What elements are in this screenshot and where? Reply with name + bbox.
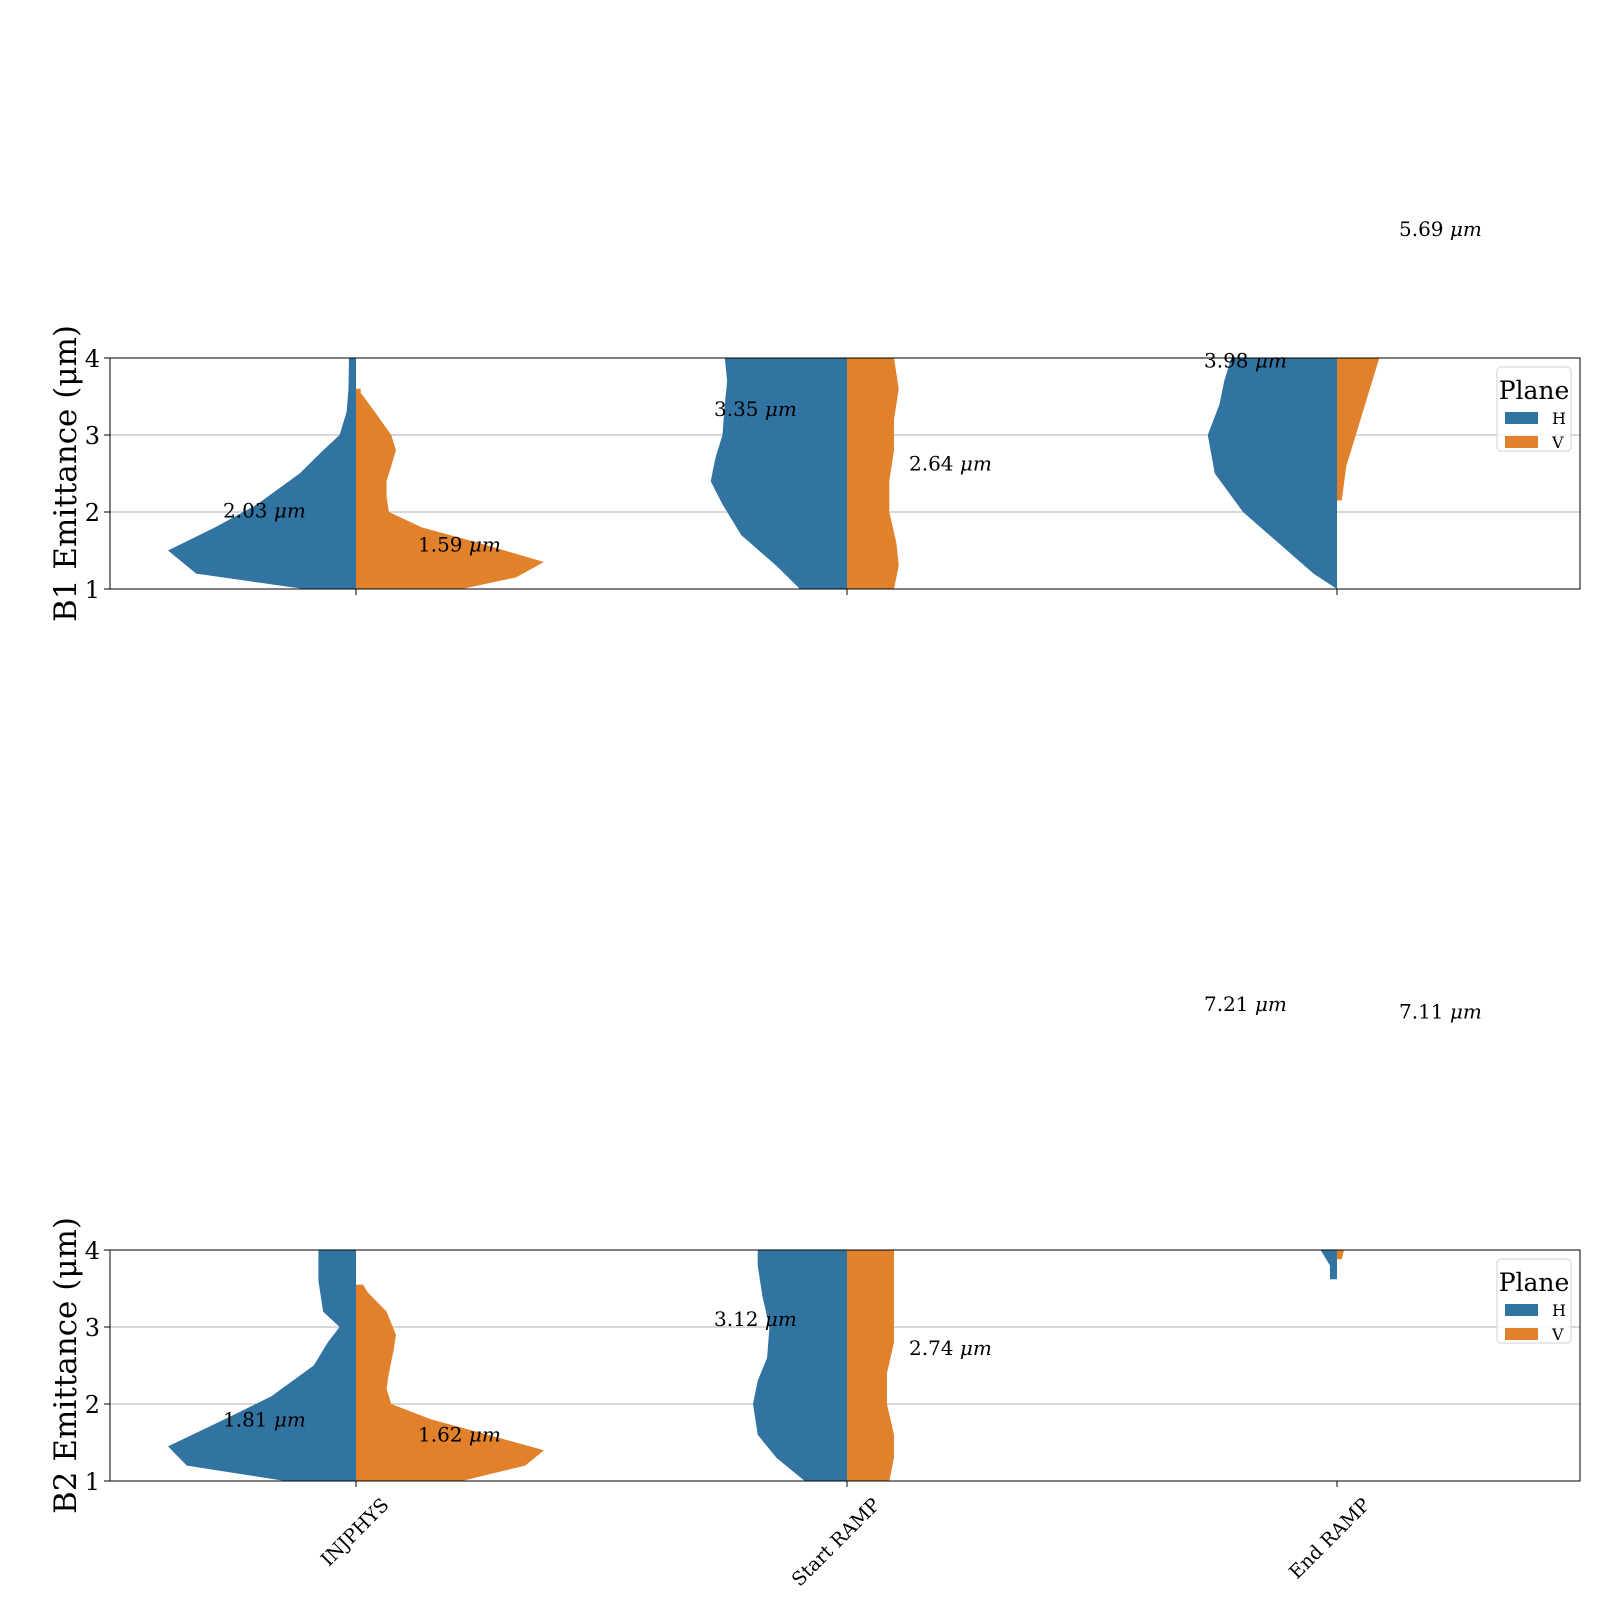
- y-tick-label: 4: [85, 345, 100, 373]
- violin-injphys-h: [168, 358, 356, 589]
- violin-end-ramp-h: [1207, 358, 1337, 589]
- violin-start-ramp-v: [847, 358, 899, 589]
- y-tick-label: 1: [85, 576, 100, 604]
- plot-frame: [109, 1249, 1581, 1482]
- legend-swatch-v: [1505, 1328, 1538, 1340]
- annotation-start-ramp-h: 3.12 μm: [714, 1307, 797, 1331]
- violin-end-ramp-v: [1337, 1250, 1345, 1260]
- legend-swatch-v: [1505, 436, 1538, 448]
- legend-label-h: H: [1552, 409, 1566, 428]
- violin-start-ramp-v: [847, 1250, 894, 1481]
- legend-swatch-h: [1505, 1304, 1538, 1316]
- legend: Plane HV: [1496, 366, 1572, 452]
- violin-injphys-v: [356, 1284, 544, 1481]
- legend-title: Plane: [1499, 376, 1570, 405]
- violin-start-ramp-h: [753, 1250, 847, 1481]
- violin-start-ramp-h: [710, 358, 847, 589]
- violin-injphys-h: [168, 1250, 356, 1481]
- annotation-end-ramp-h: 7.21 μm: [1204, 992, 1287, 1016]
- violins: [168, 358, 1380, 589]
- plot-frame: [109, 357, 1581, 590]
- x-tick-label-end-ramp: End RAMP: [1285, 1494, 1375, 1584]
- y-tick-label: 2: [85, 1391, 100, 1419]
- annotation-end-ramp-h: 3.98 μm: [1204, 349, 1287, 373]
- annotation-start-ramp-v: 2.74 μm: [909, 1336, 992, 1360]
- annotation-injphys-v: 1.62 μm: [418, 1422, 501, 1446]
- y-tick-label: 3: [85, 422, 100, 450]
- legend-label-v: V: [1551, 433, 1564, 452]
- annotation-end-ramp-v: 5.69 μm: [1399, 217, 1482, 241]
- legend-box: [1496, 366, 1572, 452]
- y-axis-label: B2 Emittance (μm): [48, 1217, 84, 1514]
- y-tick-label: 2: [85, 499, 100, 527]
- annotation-start-ramp-h: 3.35 μm: [714, 397, 797, 421]
- legend-label-v: V: [1551, 1325, 1564, 1344]
- y-tick-label: 3: [85, 1314, 100, 1342]
- x-tick-label-start-ramp: Start RAMP: [788, 1494, 885, 1591]
- annotation-injphys-h: 1.81 μm: [223, 1408, 306, 1432]
- legend-box: [1496, 1258, 1572, 1344]
- violin-end-ramp-v: [1337, 358, 1380, 501]
- panel-2: Plane HV: [104, 1249, 1581, 1487]
- violin-injphys-v: [356, 388, 544, 589]
- violins: [168, 1250, 1345, 1481]
- annotation-injphys-v: 1.59 μm: [418, 533, 501, 557]
- legend: Plane HV: [1496, 1258, 1572, 1344]
- legend-label-h: H: [1552, 1301, 1566, 1320]
- annotation-end-ramp-v: 7.11 μm: [1399, 1000, 1482, 1024]
- annotation-injphys-h: 2.03 μm: [223, 499, 306, 523]
- y-tick-label: 1: [85, 1468, 100, 1496]
- y-axis-label: B1 Emittance (μm): [48, 325, 84, 622]
- panel-1: Plane HV: [104, 357, 1581, 595]
- x-tick-label-injphys: INJPHYS: [317, 1494, 394, 1571]
- legend-title: Plane: [1499, 1268, 1570, 1297]
- annotation-start-ramp-v: 2.64 μm: [909, 452, 992, 476]
- violin-end-ramp-h: [1320, 1250, 1337, 1280]
- y-tick-label: 4: [85, 1237, 100, 1265]
- legend-swatch-h: [1505, 412, 1538, 424]
